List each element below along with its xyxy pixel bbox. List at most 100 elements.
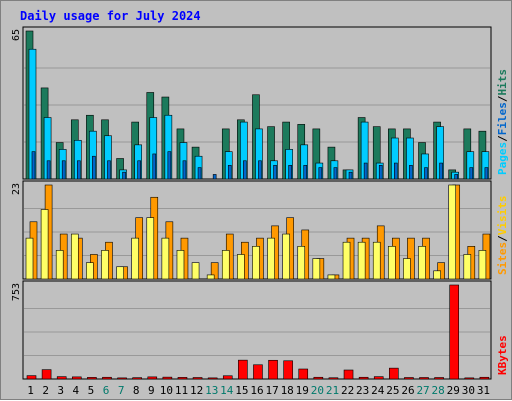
bar-pages-day-21 xyxy=(334,168,337,179)
axis-legend-part: Files xyxy=(496,102,509,135)
bar-kbytes-day-2 xyxy=(42,370,51,379)
bar-pages-day-4 xyxy=(77,161,80,179)
bar-kbytes-day-9 xyxy=(148,377,157,379)
bar-sites-day-22 xyxy=(343,242,350,279)
x-tick-label-day-31: 31 xyxy=(477,384,490,397)
bar-kbytes-day-12 xyxy=(193,378,202,379)
bar-pages-day-17 xyxy=(274,165,277,179)
bar-pages-day-10 xyxy=(168,152,171,179)
bar-pages-day-23 xyxy=(364,163,367,179)
bar-pages-day-2 xyxy=(47,161,50,179)
x-tick-label-day-2: 2 xyxy=(42,384,49,397)
x-tick-label-day-4: 4 xyxy=(73,384,80,397)
x-tick-label-day-18: 18 xyxy=(281,384,294,397)
bar-kbytes-day-13 xyxy=(208,378,217,379)
x-tick-label-day-14: 14 xyxy=(220,384,234,397)
bar-pages-day-1 xyxy=(32,152,35,179)
bar-pages-day-20 xyxy=(319,168,322,179)
x-tick-label-day-3: 3 xyxy=(57,384,64,397)
bar-sites-day-26 xyxy=(403,259,410,279)
bar-sites-day-15 xyxy=(237,254,244,279)
x-tick-label-day-9: 9 xyxy=(148,384,155,397)
x-tick-label-day-1: 1 xyxy=(27,384,34,397)
bar-sites-day-13 xyxy=(207,275,214,279)
bar-sites-day-27 xyxy=(419,246,426,279)
axis-legend-part: Visits xyxy=(496,196,509,236)
bar-sites-day-11 xyxy=(177,250,184,279)
axis-legend-part: Pages xyxy=(496,142,509,175)
bar-kbytes-day-5 xyxy=(87,377,96,379)
bar-pages-day-28 xyxy=(440,163,443,179)
bar-kbytes-day-11 xyxy=(178,377,187,379)
bar-sites-day-19 xyxy=(298,246,305,279)
bar-kbytes-day-19 xyxy=(299,369,308,379)
x-tick-label-day-11: 11 xyxy=(175,384,188,397)
x-tick-label-day-28: 28 xyxy=(432,384,445,397)
bar-kbytes-day-26 xyxy=(404,378,413,379)
bar-pages-day-29 xyxy=(455,174,458,179)
bar-kbytes-day-3 xyxy=(57,377,66,379)
bar-kbytes-day-29 xyxy=(450,285,459,379)
bar-sites-day-5 xyxy=(86,263,93,279)
bar-sites-day-21 xyxy=(328,275,335,279)
bar-kbytes-day-30 xyxy=(465,378,474,379)
bar-sites-day-9 xyxy=(147,218,154,279)
x-tick-label-day-6: 6 xyxy=(103,384,110,397)
ymax-label: 753 xyxy=(11,283,22,301)
bar-kbytes-day-23 xyxy=(359,377,368,379)
bar-sites-day-14 xyxy=(222,250,229,279)
bar-kbytes-day-10 xyxy=(163,377,172,379)
x-tick-label-day-26: 26 xyxy=(401,384,414,397)
bar-pages-day-13 xyxy=(213,174,216,179)
bar-sites-day-2 xyxy=(41,210,48,279)
bar-pages-day-18 xyxy=(289,165,292,179)
bar-kbytes-day-4 xyxy=(72,377,81,379)
bar-sites-day-31 xyxy=(479,250,486,279)
chart-title: Daily usage for July 2024 xyxy=(20,9,201,23)
bar-pages-day-9 xyxy=(153,154,156,179)
axis-legend-kbytes: KBytes xyxy=(496,335,509,375)
bar-pages-day-30 xyxy=(470,168,473,179)
ymax-label: 65 xyxy=(11,29,22,41)
bar-kbytes-day-8 xyxy=(133,378,142,379)
x-tick-label-day-23: 23 xyxy=(356,384,369,397)
plot-panel-border xyxy=(23,281,491,379)
bar-pages-day-5 xyxy=(92,156,95,179)
bar-sites-day-20 xyxy=(313,259,320,279)
bar-pages-day-25 xyxy=(394,163,397,179)
bar-kbytes-day-31 xyxy=(480,377,489,379)
bar-kbytes-day-20 xyxy=(314,377,323,379)
x-tick-label-day-15: 15 xyxy=(235,384,248,397)
axis-legend-part: Hits xyxy=(496,69,509,96)
bar-pages-day-27 xyxy=(425,168,428,179)
bar-pages-day-3 xyxy=(62,161,65,179)
bar-pages-day-8 xyxy=(138,161,141,179)
axis-legend-part: KBytes xyxy=(496,335,509,375)
bar-kbytes-day-27 xyxy=(420,378,429,379)
bar-pages-day-15 xyxy=(243,161,246,179)
x-tick-label-day-12: 12 xyxy=(190,384,203,397)
axis-legend-visits-sites: Sites/Visits xyxy=(496,196,509,276)
x-tick-label-day-8: 8 xyxy=(133,384,140,397)
bar-kbytes-day-1 xyxy=(27,376,36,379)
bar-pages-day-22 xyxy=(349,172,352,179)
bar-kbytes-day-14 xyxy=(223,376,232,379)
bar-pages-day-14 xyxy=(228,165,231,179)
bar-kbytes-day-21 xyxy=(329,378,338,379)
bar-pages-day-6 xyxy=(107,161,110,179)
bar-sites-day-8 xyxy=(132,238,139,279)
bar-sites-day-18 xyxy=(283,234,290,279)
axis-legend-part: Sites xyxy=(496,242,509,275)
bar-kbytes-day-7 xyxy=(118,378,127,379)
x-tick-label-day-27: 27 xyxy=(416,384,429,397)
bar-pages-day-12 xyxy=(198,168,201,179)
x-tick-label-day-19: 19 xyxy=(296,384,309,397)
x-tick-label-day-24: 24 xyxy=(371,384,385,397)
x-tick-label-day-29: 29 xyxy=(447,384,460,397)
bar-kbytes-day-25 xyxy=(389,368,398,379)
bar-sites-day-23 xyxy=(358,242,365,279)
bar-kbytes-day-6 xyxy=(102,377,111,379)
bar-pages-day-24 xyxy=(379,165,382,179)
bar-sites-day-12 xyxy=(192,263,199,279)
